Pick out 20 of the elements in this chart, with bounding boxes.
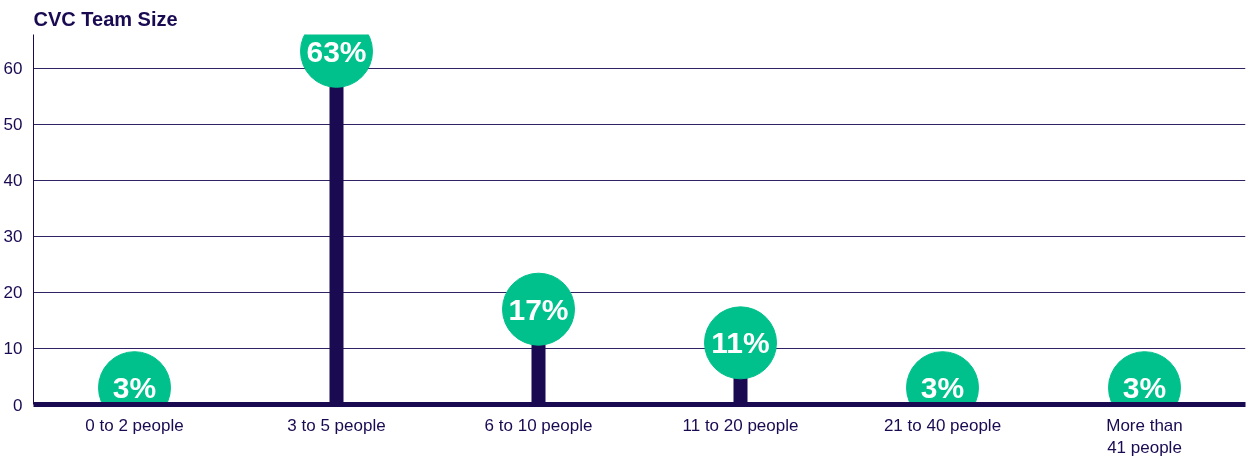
data-label: 3% xyxy=(112,371,157,405)
data-label: 63% xyxy=(306,34,367,68)
y-tick-label: 60 xyxy=(3,59,23,79)
data-label: 11% xyxy=(711,326,770,360)
data-label: 17% xyxy=(508,292,569,326)
x-tick-label: 0 to 2 people xyxy=(85,415,184,435)
data-label: 3% xyxy=(920,371,965,405)
y-tick-label: 40 xyxy=(3,171,23,191)
y-tick-label: 30 xyxy=(3,227,23,247)
y-tick-label: 50 xyxy=(3,115,23,135)
x-tick-label: 3 to 5 people xyxy=(287,415,386,435)
x-tick-label: More than 41 people xyxy=(1106,415,1183,458)
chart-title: CVC Team Size xyxy=(33,7,178,30)
x-tick-label: 6 to 10 people xyxy=(484,415,593,435)
x-tick-label: 11 to 20 people xyxy=(682,415,799,435)
y-tick-label: 20 xyxy=(3,283,23,303)
y-tick-label: 10 xyxy=(3,339,23,359)
y-tick-label: 0 xyxy=(13,395,23,415)
x-tick-label: 21 to 40 people xyxy=(883,415,1002,435)
data-label: 3% xyxy=(1122,371,1167,405)
